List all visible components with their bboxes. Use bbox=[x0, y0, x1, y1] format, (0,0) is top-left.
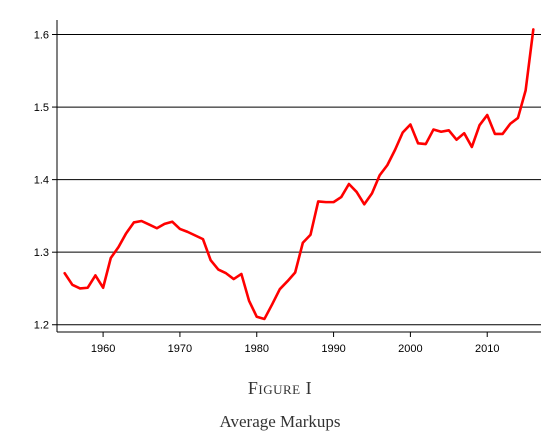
figure-title: Average Markups bbox=[219, 412, 341, 431]
y-tick-label: 1.4 bbox=[34, 175, 49, 187]
y-tick-label: 1.2 bbox=[34, 320, 49, 332]
x-tick-label: 1960 bbox=[91, 343, 115, 355]
series-points bbox=[64, 29, 534, 319]
y-tick-label: 1.6 bbox=[34, 30, 49, 42]
x-axis-ticks: 1960 1970 1980 1990 2000 2010 bbox=[91, 332, 499, 355]
x-tick-label: 2010 bbox=[475, 343, 499, 355]
series-line bbox=[63, 28, 535, 321]
x-tick-label: 1970 bbox=[168, 343, 192, 355]
x-tick-label: 1990 bbox=[321, 343, 345, 355]
y-tick-label: 1.3 bbox=[34, 247, 49, 259]
y-tick-label: 1.5 bbox=[34, 102, 49, 114]
figure-label-text: Figure I bbox=[247, 378, 313, 398]
x-tick-label: 2000 bbox=[398, 343, 422, 355]
figure-label: Figure I bbox=[0, 378, 560, 399]
markups-chart: 1.2 1.3 1.4 1.5 1.6 1960 1970 1980 1990 2000 2010 bbox=[34, 20, 541, 355]
y-axis-ticks: 1.2 1.3 1.4 1.5 1.6 bbox=[34, 30, 57, 332]
gridlines bbox=[57, 34, 541, 326]
x-tick-label: 1980 bbox=[245, 343, 269, 355]
